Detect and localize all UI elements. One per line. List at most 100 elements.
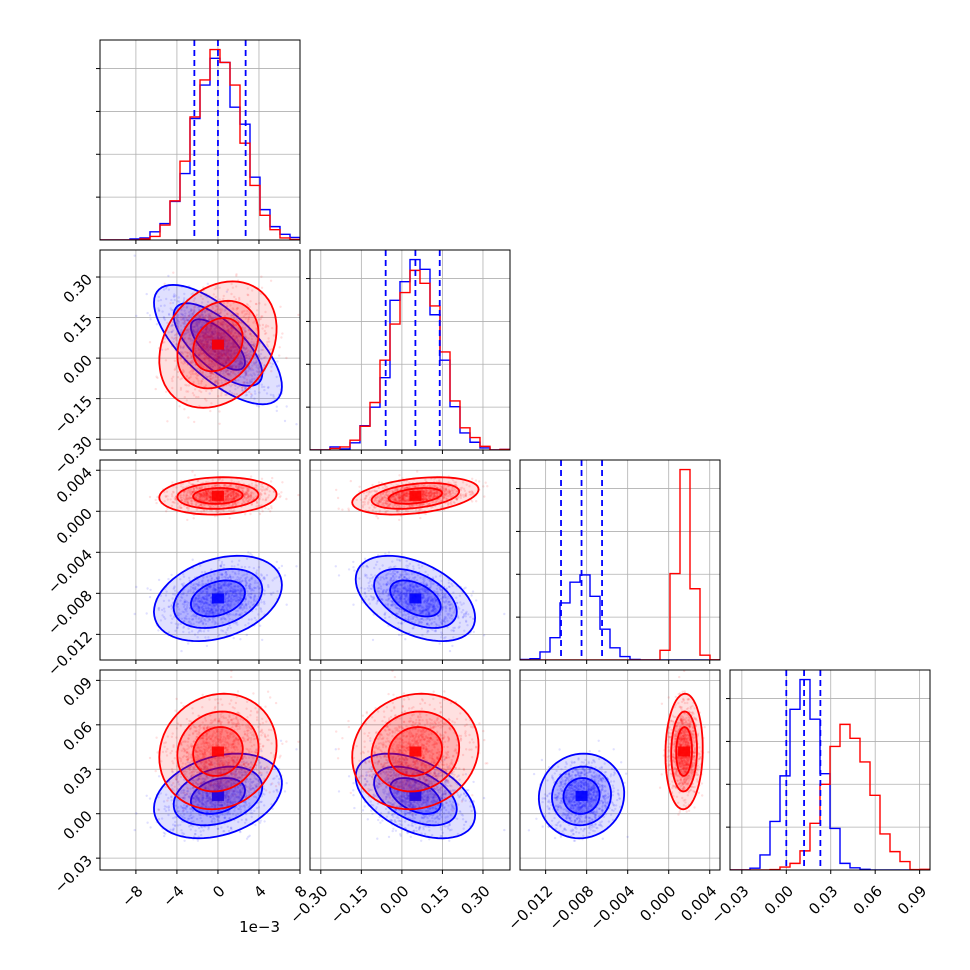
scatter-point <box>211 337 214 340</box>
scatter-point <box>156 376 159 380</box>
scatter-point <box>203 333 207 336</box>
scatter-point <box>209 497 213 501</box>
scatter-point <box>218 352 222 355</box>
scatter-point <box>222 616 225 619</box>
scatter-point <box>209 349 212 352</box>
scatter-point <box>236 579 240 582</box>
scatter-point <box>248 494 251 497</box>
scatter-point <box>237 326 240 330</box>
scatter-point <box>231 335 235 338</box>
scatter-point <box>238 335 241 338</box>
scatter-point <box>259 370 262 373</box>
scatter-point <box>227 342 231 345</box>
scatter-point <box>236 349 239 352</box>
scatter-point <box>211 330 214 334</box>
scatter-point <box>179 331 183 334</box>
scatter-point <box>220 573 223 576</box>
scatter-point <box>203 345 206 348</box>
scatter-point <box>199 503 202 507</box>
scatter-point <box>185 375 189 378</box>
scatter-point <box>190 309 194 312</box>
scatter-point <box>168 605 171 608</box>
scatter-point <box>209 339 213 342</box>
scatter-point <box>245 312 248 315</box>
density-contour <box>153 283 283 406</box>
scatter-point <box>247 498 251 501</box>
scatter-point <box>228 383 231 386</box>
scatter-point <box>223 600 226 603</box>
scatter-point <box>219 312 222 315</box>
scatter-point <box>206 341 209 344</box>
scatter-point <box>245 582 248 585</box>
scatter-point <box>220 310 223 313</box>
scatter-point <box>245 582 249 585</box>
scatter-point <box>206 357 209 360</box>
scatter-point <box>229 329 232 332</box>
scatter-point <box>243 371 247 374</box>
scatter-point <box>227 595 231 598</box>
scatter-point <box>216 376 220 379</box>
scatter-point <box>267 340 271 343</box>
scatter-point <box>204 338 208 341</box>
scatter-point <box>211 365 215 369</box>
scatter-point <box>170 330 173 334</box>
panel-plot-area <box>100 460 300 660</box>
scatter-point <box>206 602 209 605</box>
scatter-point <box>227 600 231 603</box>
scatter-point <box>248 587 252 590</box>
scatter-point <box>180 361 183 364</box>
scatter-point <box>197 621 200 624</box>
scatter-point <box>171 617 174 620</box>
scatter-point <box>198 595 201 598</box>
scatter-point <box>194 344 198 347</box>
scatter-point <box>248 382 251 385</box>
scatter-point <box>221 337 224 340</box>
scatter-point <box>215 304 218 307</box>
scatter-point <box>182 626 185 629</box>
scatter-point <box>226 345 229 348</box>
scatter-point <box>229 346 233 349</box>
scatter-point <box>176 370 180 374</box>
scatter-point <box>176 626 179 630</box>
scatter-point <box>208 359 211 362</box>
scatter-point <box>248 380 252 384</box>
scatter-point <box>194 372 197 375</box>
scatter-point <box>224 340 227 343</box>
scatter-point <box>193 586 197 589</box>
scatter-point <box>196 377 199 381</box>
scatter-point <box>244 347 247 351</box>
scatter-point <box>226 628 229 631</box>
scatter-point <box>193 474 197 477</box>
scatter-point <box>198 335 201 338</box>
scatter-point <box>207 607 210 610</box>
scatter-point <box>193 420 196 424</box>
scatter-point <box>201 340 204 343</box>
scatter-point <box>210 333 213 336</box>
scatter-point <box>226 288 229 291</box>
scatter-point <box>237 572 240 575</box>
scatter-point <box>216 582 220 585</box>
scatter-point <box>210 377 213 380</box>
scatter-point <box>211 610 215 614</box>
scatter-point <box>221 333 224 337</box>
scatter-point <box>216 622 220 625</box>
scatter-point <box>233 352 237 356</box>
scatter-point <box>217 351 221 355</box>
scatter-point <box>172 491 175 494</box>
scatter-point <box>187 314 191 318</box>
scatter-point <box>209 579 213 583</box>
scatter-point <box>204 329 207 332</box>
scatter-point <box>235 364 238 368</box>
scatter-point <box>203 343 206 347</box>
scatter-point <box>203 316 206 319</box>
scatter-point <box>234 366 238 369</box>
scatter-point <box>239 356 242 359</box>
scatter-point <box>133 612 136 616</box>
scatter-point <box>170 324 173 328</box>
scatter-point <box>217 587 221 591</box>
scatter-point <box>200 607 204 610</box>
scatter-point <box>238 598 242 602</box>
scatter-point <box>236 563 240 566</box>
scatter-point <box>201 334 205 337</box>
scatter-point <box>200 619 204 623</box>
